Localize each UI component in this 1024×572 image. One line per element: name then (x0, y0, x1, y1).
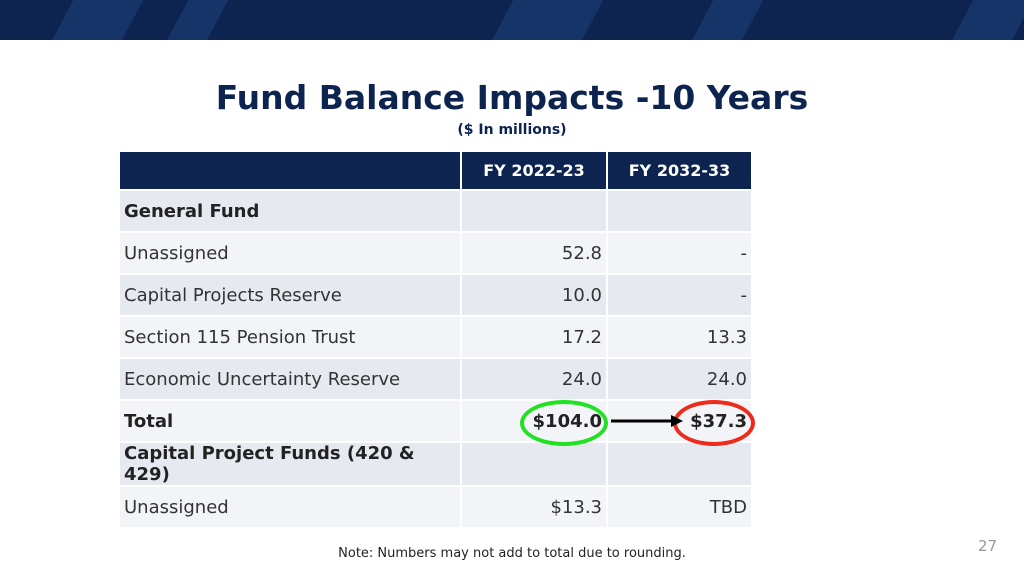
cell-fy2032: 13.3 (607, 315, 751, 358)
banner-stripe (676, 0, 774, 40)
slide-title: Fund Balance Impacts -10 Years (215, 78, 809, 117)
cell-fy2032 (607, 441, 751, 486)
cell-fy2032 (607, 189, 751, 232)
cell-fy2022: $13.3 (461, 485, 608, 527)
header-fy2022-23: FY 2022-23 (461, 152, 608, 190)
row-label: Economic Uncertainty Reserve (120, 357, 462, 400)
cell-fy2022 (461, 189, 608, 232)
row-label: Section 115 Pension Trust (120, 315, 462, 358)
top-banner (0, 0, 1024, 40)
red-highlight-circle (673, 400, 755, 446)
table-header-row: FY 2022-23 FY 2032-33 (120, 152, 751, 190)
cell-fy2032: 24.0 (607, 357, 751, 400)
rounding-note: Note: Numbers may not add to total due t… (338, 546, 686, 561)
banner-stripe (936, 0, 1024, 40)
row-label: Unassigned (120, 231, 462, 274)
page-number: 27 (978, 537, 998, 555)
cell-fy2022: 52.8 (461, 231, 608, 274)
row-label: Capital Projects Reserve (120, 273, 462, 316)
banner-stripe (36, 0, 154, 40)
cell-fy2022 (461, 441, 608, 486)
cell-fy2032: TBD (607, 485, 751, 527)
row-label: Unassigned (120, 485, 462, 527)
row-label: Capital Project Funds (420 & 429) (120, 441, 462, 486)
arrow-icon (611, 415, 683, 427)
table-row: Capital Projects Reserve 10.0 - (120, 273, 751, 316)
green-highlight-circle (520, 400, 608, 446)
header-label (120, 152, 462, 190)
cell-fy2022: 24.0 (461, 357, 608, 400)
banner-stripe (151, 0, 239, 40)
banner-stripe (476, 0, 614, 40)
fund-balance-table: FY 2022-23 FY 2032-33 General Fund Unass… (120, 152, 755, 527)
cell-fy2022: 17.2 (461, 315, 608, 358)
table-row: Capital Project Funds (420 & 429) (120, 441, 751, 486)
cell-fy2022: 10.0 (461, 273, 608, 316)
table-row: General Fund (120, 189, 751, 232)
table-row: Unassigned 52.8 - (120, 231, 751, 274)
slide-subtitle: ($ In millions) (457, 122, 567, 138)
total-fy2022-cell: $104.0 (461, 399, 608, 446)
row-label: General Fund (120, 189, 462, 232)
cell-fy2032: - (607, 231, 751, 274)
table-row: Section 115 Pension Trust 17.2 13.3 (120, 315, 751, 358)
cell-fy2032: - (607, 273, 751, 316)
table-row: Economic Uncertainty Reserve 24.0 24.0 (120, 357, 751, 400)
row-label: Total (120, 399, 462, 442)
table-row: Unassigned $13.3 TBD (120, 485, 751, 527)
header-fy2032-33: FY 2032-33 (607, 152, 751, 190)
